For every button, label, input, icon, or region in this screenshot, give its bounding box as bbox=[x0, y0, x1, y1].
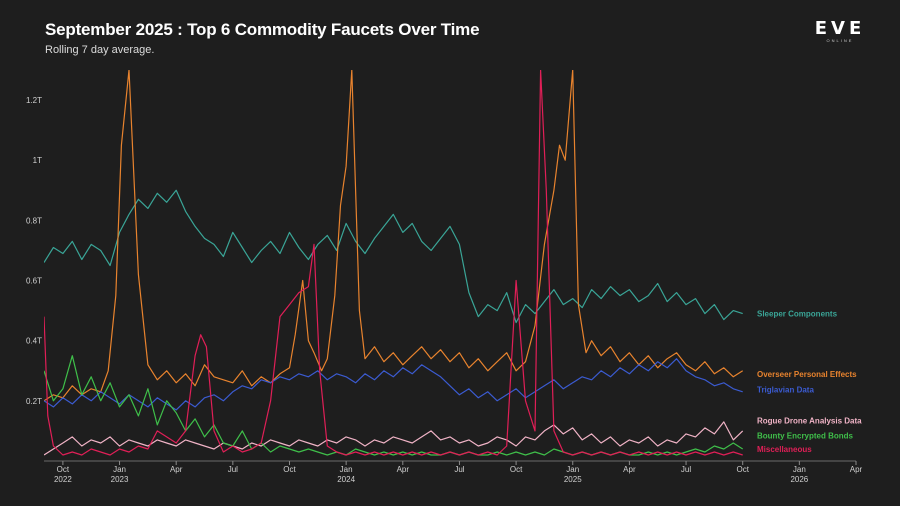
x-tick-label: Apr bbox=[397, 465, 410, 474]
legend-label-rogue-drone-analysis-data: Rogue Drone Analysis Data bbox=[757, 416, 862, 425]
x-tick-label: Jan bbox=[793, 465, 806, 474]
y-tick-label: 1.2T bbox=[26, 96, 42, 105]
x-tick-label: Jan bbox=[566, 465, 579, 474]
legend-label-triglavian-data: Triglavian Data bbox=[757, 386, 814, 395]
x-tick-label: Oct bbox=[283, 465, 296, 474]
legend-label-overseer-personal-effects: Overseer Personal Effects bbox=[757, 370, 857, 379]
legend: Sleeper Components Overseer Personal Effe… bbox=[757, 310, 862, 454]
x-tick-label: Jan bbox=[340, 465, 353, 474]
y-tick-label: 0.6T bbox=[26, 277, 42, 286]
x-tick-label: Apr bbox=[170, 465, 183, 474]
logo-sub-text: ONLINE bbox=[826, 38, 854, 43]
series-line-rogue-drone-analysis-data bbox=[44, 421, 744, 456]
x-tick-label: Jul bbox=[454, 465, 464, 474]
y-tick-label: 0.4T bbox=[26, 337, 42, 346]
x-tick-label: Oct bbox=[510, 465, 523, 474]
y-tick-label: 1T bbox=[33, 156, 42, 165]
series-line-overseer-personal-effects bbox=[44, 70, 744, 402]
x-tick-label: Apr bbox=[850, 465, 863, 474]
x-tick-label: Jul bbox=[228, 465, 238, 474]
x-tick-year: 2025 bbox=[564, 475, 582, 484]
x-tick-year: 2026 bbox=[790, 475, 808, 484]
y-tick-label: 0.2T bbox=[26, 397, 42, 406]
x-tick-year: 2023 bbox=[111, 475, 129, 484]
chart-subtitle: Rolling 7 day average. bbox=[45, 44, 155, 56]
legend-label-sleeper-components: Sleeper Components bbox=[757, 310, 838, 319]
eve-online-logo: EVE ONLINE bbox=[810, 20, 870, 44]
x-tick-label: Jul bbox=[681, 465, 691, 474]
x-tick-label: Jan bbox=[113, 465, 126, 474]
y-axis: 0.2T 0.4T 0.6T 0.8T 1T 1.2T bbox=[26, 96, 42, 406]
x-tick-label: Apr bbox=[623, 465, 636, 474]
series-line-miscellaneous bbox=[44, 70, 743, 456]
series-layer bbox=[44, 70, 744, 456]
x-tick-label: Oct bbox=[736, 465, 749, 474]
x-tick-label: Oct bbox=[57, 465, 70, 474]
chart-title: September 2025 : Top 6 Commodity Faucets… bbox=[45, 20, 480, 39]
legend-label-bounty-encrypted-bonds: Bounty Encrypted Bonds bbox=[757, 431, 854, 440]
series-line-triglavian-data bbox=[44, 358, 743, 411]
x-tick-year: 2022 bbox=[54, 475, 72, 484]
legend-label-miscellaneous: Miscellaneous bbox=[757, 445, 812, 454]
logo-main-text: EVE bbox=[814, 18, 866, 39]
y-tick-label: 0.8T bbox=[26, 216, 42, 225]
x-tick-year: 2024 bbox=[337, 475, 355, 484]
series-line-sleeper-components bbox=[44, 189, 743, 324]
